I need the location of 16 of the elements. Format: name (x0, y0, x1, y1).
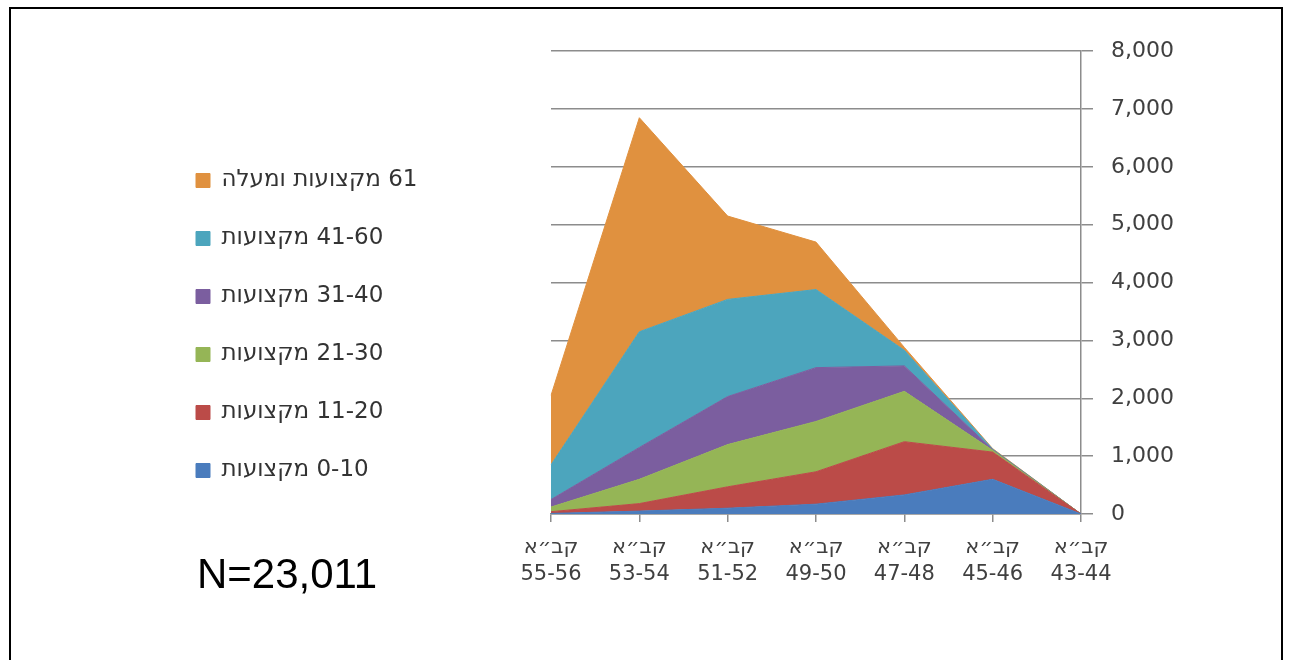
legend-label: 0-10 מקצועות (221, 455, 369, 482)
y-tick-label: 5,000 (1111, 210, 1174, 236)
y-tick-label: 3,000 (1111, 326, 1174, 352)
y-tick-label: 1,000 (1111, 441, 1174, 467)
y-tick-label: 0 (1111, 499, 1125, 525)
y-tick-label: 7,000 (1111, 94, 1174, 120)
legend-label: 21-30 מקצועות (221, 339, 384, 366)
y-tick-label: 4,000 (1111, 268, 1174, 294)
legend-label: 11-20 מקצועות (221, 397, 384, 424)
legend-label: 31-40 מקצועות (221, 281, 384, 308)
y-tick-label: 8,000 (1111, 36, 1174, 62)
y-tick-label: 6,000 (1111, 152, 1174, 178)
y-tick-label: 2,000 (1111, 384, 1174, 410)
text: N=23,011 (197, 550, 378, 597)
legend-label: 41-60 מקצועות (221, 223, 384, 250)
legend-label: 61 מקצועות ומעלה (221, 165, 418, 192)
